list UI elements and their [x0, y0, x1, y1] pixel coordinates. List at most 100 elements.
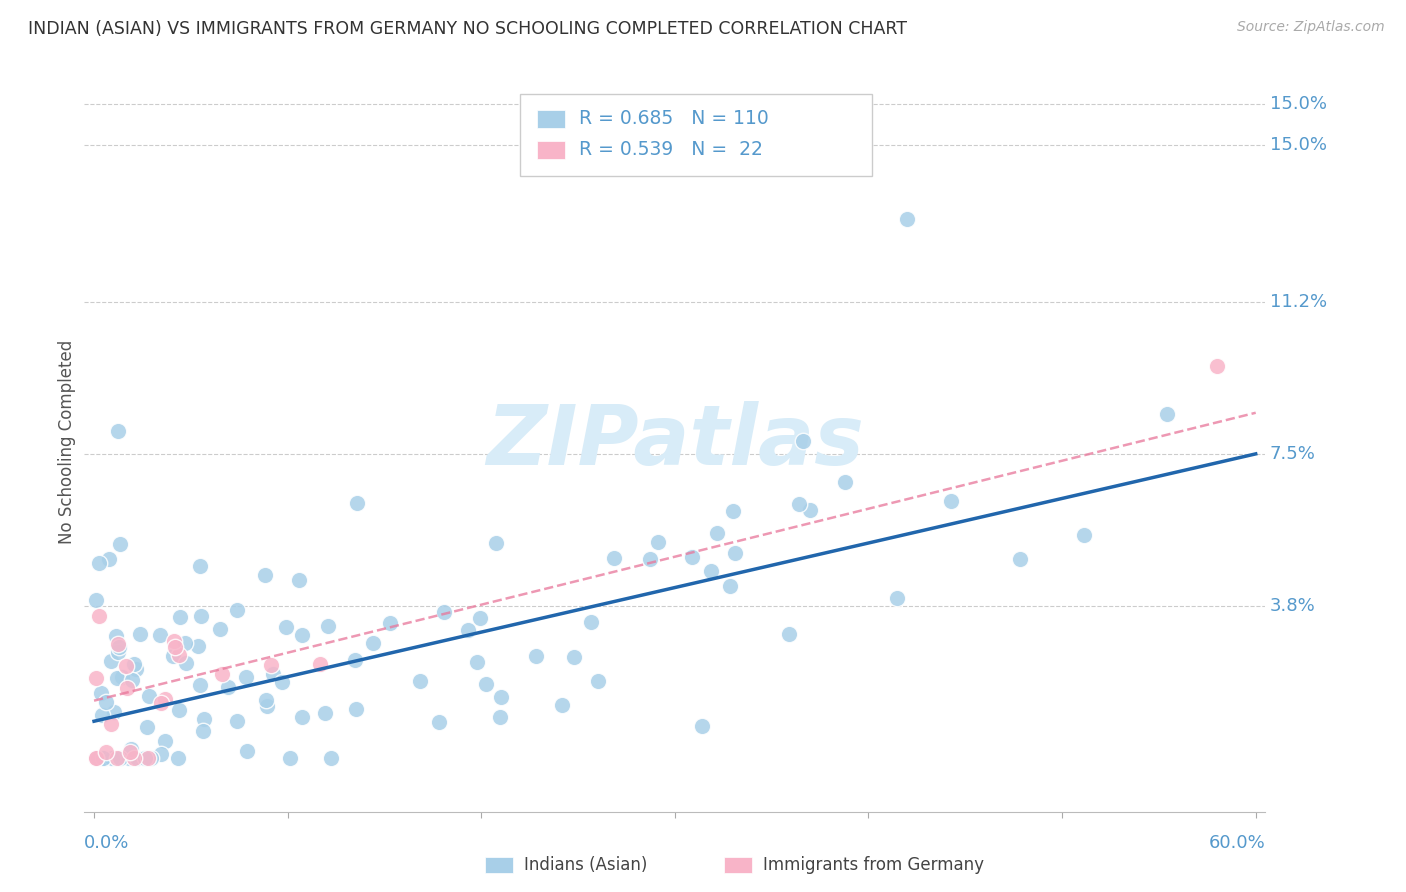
Text: 60.0%: 60.0%: [1209, 834, 1265, 852]
Point: [191, 724, 214, 739]
Point: [193, 712, 215, 726]
Text: 7.5%: 7.5%: [1270, 445, 1316, 463]
Point: [87, 609, 110, 624]
Point: [361, 636, 384, 650]
Point: [647, 535, 669, 549]
Point: [87, 751, 110, 765]
Point: [259, 657, 281, 672]
Point: [468, 610, 491, 624]
Point: [136, 720, 159, 734]
Point: [188, 678, 211, 692]
Text: 15.0%: 15.0%: [1270, 136, 1327, 154]
Point: [344, 702, 367, 716]
Point: [226, 603, 249, 617]
Point: [122, 751, 145, 765]
Point: [409, 674, 432, 689]
Point: [380, 616, 402, 631]
Point: [153, 692, 176, 706]
Point: [818, 146, 841, 161]
Point: [778, 627, 800, 641]
Point: [787, 497, 810, 511]
Point: [105, 751, 128, 765]
Point: [162, 648, 184, 663]
Point: [489, 690, 512, 704]
Point: [700, 564, 723, 578]
Point: [94, 745, 117, 759]
Point: [120, 741, 142, 756]
Point: [153, 734, 176, 748]
Point: [136, 751, 159, 765]
Point: [474, 677, 496, 691]
Point: [236, 744, 259, 758]
Point: [103, 706, 125, 720]
Point: [105, 671, 128, 685]
Point: [457, 623, 479, 637]
Point: [107, 637, 129, 651]
Point: [107, 645, 129, 659]
Point: [86, 751, 108, 765]
Point: [111, 670, 134, 684]
Point: [319, 751, 342, 765]
Point: [174, 636, 197, 650]
Point: [107, 424, 129, 438]
Point: [690, 719, 713, 733]
Point: [217, 680, 239, 694]
Point: [1073, 528, 1095, 542]
Point: [89, 751, 111, 765]
Point: [115, 681, 138, 696]
Point: [274, 620, 297, 634]
Point: [551, 698, 574, 713]
Text: Indians (Asian): Indians (Asian): [524, 856, 648, 874]
Point: [149, 628, 172, 642]
Point: [524, 648, 547, 663]
Point: [724, 546, 747, 560]
Text: 3.8%: 3.8%: [1270, 597, 1316, 615]
Point: [128, 627, 150, 641]
Point: [84, 751, 107, 765]
Text: 0.0%: 0.0%: [84, 834, 129, 852]
Point: [638, 552, 661, 566]
Point: [167, 751, 190, 765]
Point: [886, 591, 908, 605]
Point: [288, 574, 311, 588]
Point: [124, 751, 146, 765]
Text: INDIAN (ASIAN) VS IMMIGRANTS FROM GERMANY NO SCHOOLING COMPLETED CORRELATION CHA: INDIAN (ASIAN) VS IMMIGRANTS FROM GERMAN…: [28, 20, 907, 37]
Point: [86, 751, 108, 765]
Point: [94, 696, 117, 710]
Point: [681, 550, 703, 565]
Point: [799, 503, 821, 517]
Point: [121, 673, 143, 687]
Point: [586, 674, 609, 689]
Point: [271, 675, 294, 690]
Point: [188, 559, 211, 574]
Point: [485, 535, 508, 549]
Text: 11.2%: 11.2%: [1270, 293, 1327, 310]
Point: [706, 525, 728, 540]
Point: [939, 494, 962, 508]
Point: [89, 556, 111, 570]
Point: [718, 579, 741, 593]
Point: [125, 662, 148, 676]
Point: [150, 747, 173, 761]
Point: [167, 648, 190, 662]
Point: [488, 709, 510, 723]
Point: [581, 615, 603, 630]
Point: [84, 671, 107, 685]
Point: [103, 751, 125, 765]
Point: [174, 656, 197, 670]
Point: [118, 751, 141, 765]
Point: [254, 568, 277, 582]
Point: [256, 699, 278, 714]
Point: [316, 619, 339, 633]
Point: [896, 212, 918, 227]
Point: [90, 686, 112, 700]
Point: [169, 610, 191, 624]
Point: [169, 703, 191, 717]
Point: [564, 649, 586, 664]
Point: [104, 629, 127, 643]
Point: [834, 475, 856, 489]
Point: [291, 710, 314, 724]
Point: [100, 751, 122, 765]
Text: 15.0%: 15.0%: [1270, 95, 1327, 113]
Point: [465, 655, 488, 669]
